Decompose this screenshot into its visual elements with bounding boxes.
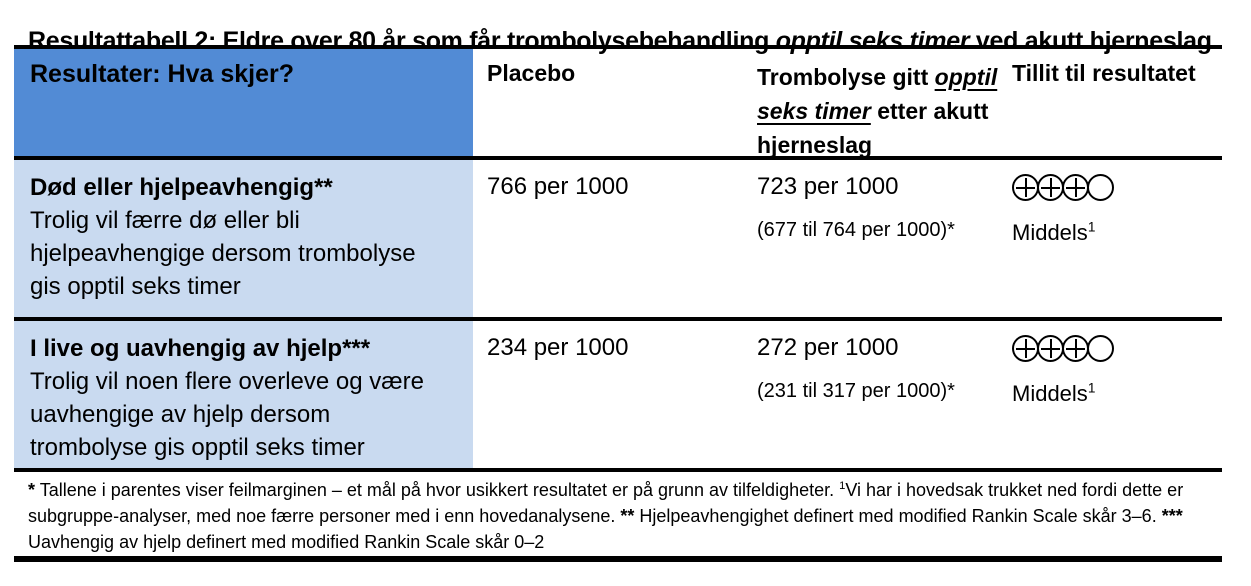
header-intervention-italic-underline: opptil seks timer: [757, 64, 998, 124]
header-cell-intervention: Trombolyse gitt opptil seks timer etter …: [757, 49, 1012, 158]
outcome-description-line: gis opptil seks timer: [30, 273, 241, 300]
header-placebo-label: Placebo: [487, 60, 576, 86]
confidence-label-footnote-ref: 1: [1087, 380, 1096, 396]
outcome-description-line: trombolyse gis opptil seks timer: [30, 434, 365, 461]
grade-empty-circle-icon: [1087, 335, 1114, 362]
outcome-cell: Død eller hjelpeavhengig** Trolig vil fæ…: [14, 160, 473, 317]
outcome-description-line: Trolig vil færre dø eller bli: [30, 207, 300, 234]
intervention-value-cell: 272 per 1000 (231 til 317 per 1000)*: [757, 321, 1012, 468]
confidence-cell: Middels1: [1012, 160, 1222, 317]
grade-plus-icon: [1037, 335, 1064, 362]
grade-plus-icon: [1062, 174, 1089, 201]
header-cell-outcome: Resultater: Hva skjer?: [14, 49, 473, 156]
header-intervention-prefix: Trombolyse gitt: [757, 64, 935, 90]
grade-rating: [1012, 174, 1222, 201]
footnote-star1: *: [28, 480, 36, 500]
confidence-cell: Middels1: [1012, 321, 1222, 468]
footnote-star3: ***: [1161, 506, 1183, 526]
header-outcome-label: Resultater: Hva skjer?: [30, 60, 295, 88]
title-suffix: ved akutt hjerneslag: [969, 26, 1212, 55]
footnote-part1: Tallene i parentes viser feilmarginen – …: [35, 480, 840, 500]
footnote-part2: Vi har i hovedsak trukket ned fordi dett…: [28, 480, 1184, 526]
intervention-value: 272 per 1000: [757, 334, 899, 361]
grade-plus-icon: [1012, 335, 1039, 362]
header-intervention-suffix: etter akutt hjerneslag: [757, 98, 989, 158]
divider-header: [14, 156, 1222, 160]
intervention-confidence-interval: (231 til 317 per 1000)*: [757, 380, 955, 402]
intervention-value: 723 per 1000: [757, 173, 899, 200]
outcome-cell: I live og uavhengig av hjelp*** Trolig v…: [14, 321, 473, 468]
confidence-label: Middels1: [1012, 381, 1222, 407]
confidence-label: Middels1: [1012, 220, 1222, 246]
footnote-sup1: 1: [839, 480, 846, 492]
outcome-description-line: uavhengige av hjelp dersom: [30, 401, 331, 428]
header-confidence-label: Tillit til resultatet: [1012, 60, 1196, 86]
divider-bottom: [14, 556, 1222, 562]
divider-footnote: [14, 468, 1222, 472]
footnote: * Tallene i parentes viser feilmarginen …: [28, 477, 1226, 555]
placebo-value: 234 per 1000: [487, 334, 629, 361]
outcome-title: Død eller hjelpeavhengig**: [30, 174, 333, 201]
grade-rating: [1012, 335, 1222, 362]
confidence-label-footnote-ref: 1: [1087, 219, 1096, 235]
footnote-star2: **: [620, 506, 635, 526]
outcome-title: I live og uavhengig av hjelp***: [30, 335, 371, 362]
confidence-label-text: Middels: [1012, 381, 1088, 406]
grade-empty-circle-icon: [1087, 174, 1114, 201]
placebo-value-cell: 234 per 1000: [473, 321, 757, 468]
divider-row: [14, 317, 1222, 321]
header-cell-confidence: Tillit til resultatet: [1012, 49, 1222, 156]
divider-top: [14, 45, 1222, 49]
placebo-value: 766 per 1000: [487, 173, 629, 200]
footnote-part3: Hjelpeavhengighet definert med modified …: [634, 506, 1162, 526]
outcome-description-line: hjelpeavhengige dersom trombolyse: [30, 240, 416, 267]
intervention-value-cell: 723 per 1000 (677 til 764 per 1000)*: [757, 160, 1012, 317]
outcome-description-line: Trolig vil noen flere overleve og være: [30, 368, 424, 395]
header-cell-placebo: Placebo: [473, 49, 757, 156]
footnote-part4: Uavhengig av hjelp definert med modified…: [28, 532, 545, 552]
grade-plus-icon: [1012, 174, 1039, 201]
intervention-confidence-interval: (677 til 764 per 1000)*: [757, 219, 955, 241]
title-italic-phrase: opptil seks timer: [775, 26, 970, 55]
grade-plus-icon: [1037, 174, 1064, 201]
grade-plus-icon: [1062, 335, 1089, 362]
confidence-label-text: Middels: [1012, 220, 1088, 245]
placebo-value-cell: 766 per 1000: [473, 160, 757, 317]
